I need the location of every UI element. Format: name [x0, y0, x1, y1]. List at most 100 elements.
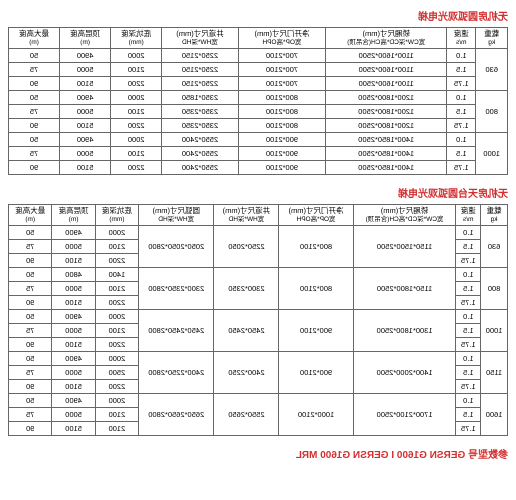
cell-speed: 1.75 — [456, 422, 481, 436]
cell-pit: 2200 — [95, 380, 138, 394]
cell-oh: 4900 — [52, 352, 95, 366]
cell-pit: 2000 — [111, 91, 162, 105]
table-row: 1.751400*1850*2500900*21002550*240022005… — [9, 161, 508, 175]
cell-oh: 4900 — [60, 49, 111, 63]
cell-pit: 2100 — [95, 324, 138, 338]
cell-pit: 2100 — [95, 408, 138, 422]
cell-pit: 2200 — [95, 296, 138, 310]
table1-title: 无机房圆弧观光电梯 — [8, 8, 508, 23]
cell-door: 1000*2100 — [279, 394, 353, 436]
cell-ohr: 2650*2650*2800 — [139, 394, 214, 436]
cell-car: 1200*1800*2500 — [326, 119, 447, 133]
cell-max: 50 — [9, 394, 52, 408]
hdr-car: 轿厢尺寸(mm)宽CW*深CD*高CH(含吊顶) — [326, 28, 447, 49]
cell-pit: 2000 — [95, 226, 138, 240]
hdr-pit: 底坑深度(mm) — [111, 28, 162, 49]
table-row: 10001.01300*1800*2500900*21002450*245024… — [9, 310, 508, 324]
cell-car: 1200*1800*2500 — [326, 91, 447, 105]
cell-load: 1000 — [476, 133, 508, 175]
cell-speed: 1.5 — [456, 324, 481, 338]
table-row: 1.51100*1600*2500700*21002250*2150210050… — [9, 63, 508, 77]
cell-max: 90 — [9, 119, 60, 133]
cell-oh: 5100 — [60, 77, 111, 91]
cell-pit: 2200 — [111, 161, 162, 175]
cell-ohr: 2400*2250*2800 — [139, 352, 214, 394]
cell-car: 1100*1600*2500 — [326, 77, 447, 91]
cell-door: 900*2100 — [279, 310, 353, 352]
cell-oh: 5100 — [60, 119, 111, 133]
cell-speed: 1.0 — [447, 49, 476, 63]
cell-oh: 5000 — [60, 147, 111, 161]
hdr-door: 净开门尺寸(mm)宽OP*高OPH — [279, 205, 353, 226]
cell-load: 1000 — [481, 310, 508, 352]
cell-max: 50 — [9, 133, 60, 147]
cell-max: 90 — [9, 77, 60, 91]
cell-oh: 5000 — [52, 324, 95, 338]
cell-door: 900*2100 — [238, 161, 325, 175]
cell-car: 1150*1500*2500 — [353, 226, 456, 268]
cell-shaft: 2350*1850 — [162, 91, 239, 105]
cell-oh: 4800 — [52, 268, 95, 282]
table1: 载重kg 速度m/s 轿厢尺寸(mm)宽CW*深CD*高CH(含吊顶) 净开门尺… — [8, 27, 508, 175]
cell-pit: 2100 — [95, 422, 138, 436]
cell-speed: 1.5 — [456, 282, 481, 296]
cell-speed: 1.75 — [456, 338, 481, 352]
cell-speed: 1.5 — [447, 147, 476, 161]
cell-pit: 2500 — [95, 366, 138, 380]
table-row: 11501.01400*2000*2500900*21002400*225024… — [9, 352, 508, 366]
cell-ohr: 2300*2350*2800 — [139, 268, 214, 310]
cell-max: 75 — [9, 105, 60, 119]
cell-car: 1400*2000*2500 — [353, 352, 456, 394]
cell-oh: 5000 — [52, 240, 95, 254]
cell-speed: 1.75 — [456, 380, 481, 394]
cell-door: 900*2100 — [238, 133, 325, 147]
table-row: 1.51400*1850*2500900*21002550*2400210050… — [9, 147, 508, 161]
cell-shaft: 2400*2250 — [214, 352, 279, 394]
cell-max: 75 — [9, 63, 60, 77]
cell-shaft: 2250*2150 — [162, 63, 239, 77]
cell-max: 75 — [9, 147, 60, 161]
hdr-speed: 速度m/s — [447, 28, 476, 49]
cell-load: 800 — [476, 91, 508, 133]
cell-door: 800*2100 — [279, 268, 353, 310]
cell-speed: 1.0 — [456, 352, 481, 366]
table-row: 1.751100*1600*2500700*21002250*215022005… — [9, 77, 508, 91]
cell-speed: 1.75 — [447, 119, 476, 133]
cell-car: 1400*1850*2500 — [326, 161, 447, 175]
cell-pit: 2000 — [111, 49, 162, 63]
hdr-ohr: 圆弧尺寸(mm)宽HW*深HD — [139, 205, 214, 226]
table-row: 1.751200*1800*2500800*21002350*235022005… — [9, 119, 508, 133]
cell-pit: 2100 — [111, 63, 162, 77]
cell-oh: 5100 — [52, 296, 95, 310]
cell-pit: 2000 — [95, 394, 138, 408]
table-row: 6301.01100*1600*2500700*21002250*2150200… — [9, 49, 508, 63]
cell-speed: 1.5 — [456, 240, 481, 254]
table-row: 8001.01150*1800*2500800*21002300*2350230… — [9, 268, 508, 282]
cell-shaft: 2550*2650 — [214, 394, 279, 436]
cell-shaft: 2250*2150 — [162, 49, 239, 63]
cell-speed: 1.75 — [447, 161, 476, 175]
cell-max: 90 — [9, 161, 60, 175]
cell-oh: 5000 — [60, 105, 111, 119]
cell-door: 800*2100 — [279, 226, 353, 268]
cell-pit: 2200 — [111, 77, 162, 91]
table2-header: 载重kg 速度m/s 轿厢尺寸(mm)宽CW*深CD*高CH(含吊顶) 净开门尺… — [9, 205, 508, 226]
cell-door: 700*2100 — [238, 77, 325, 91]
cell-oh: 5100 — [52, 338, 95, 352]
cell-shaft: 2550*2400 — [162, 147, 239, 161]
cell-max: 75 — [9, 324, 52, 338]
cell-max: 50 — [9, 352, 52, 366]
cell-speed: 1.0 — [456, 394, 481, 408]
table-row: 1.51200*1800*2500800*21002350*2350210050… — [9, 105, 508, 119]
hdr-load: 载重kg — [481, 205, 508, 226]
cell-car: 1300*1800*2500 — [353, 310, 456, 352]
cell-max: 90 — [9, 296, 52, 310]
hdr-max: 最大高度(m) — [9, 205, 52, 226]
hdr-oh: 顶层高度(m) — [52, 205, 95, 226]
cell-pit: 2000 — [95, 352, 138, 366]
cell-max: 75 — [9, 408, 52, 422]
cell-shaft: 2550*2400 — [162, 161, 239, 175]
hdr-pit: 底坑深度(mm) — [95, 205, 138, 226]
cell-max: 50 — [9, 310, 52, 324]
cell-max: 50 — [9, 49, 60, 63]
